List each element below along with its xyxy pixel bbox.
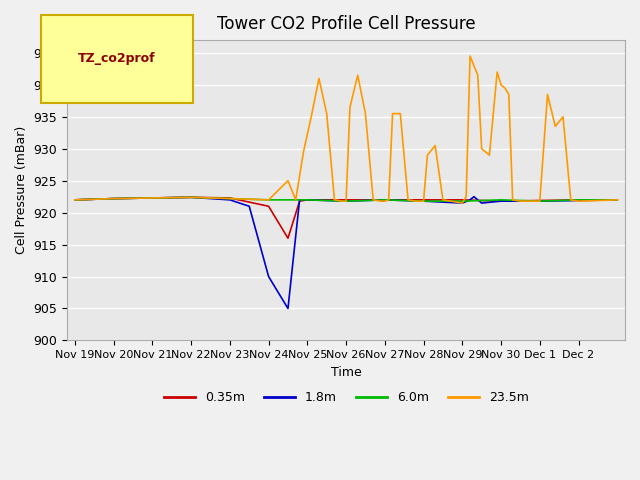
- Text: TZ_co2prof: TZ_co2prof: [78, 52, 156, 65]
- Y-axis label: Cell Pressure (mBar): Cell Pressure (mBar): [15, 126, 28, 254]
- X-axis label: Time: Time: [331, 366, 362, 379]
- Title: Tower CO2 Profile Cell Pressure: Tower CO2 Profile Cell Pressure: [217, 15, 476, 33]
- Legend: 0.35m, 1.8m, 6.0m, 23.5m: 0.35m, 1.8m, 6.0m, 23.5m: [159, 386, 534, 409]
